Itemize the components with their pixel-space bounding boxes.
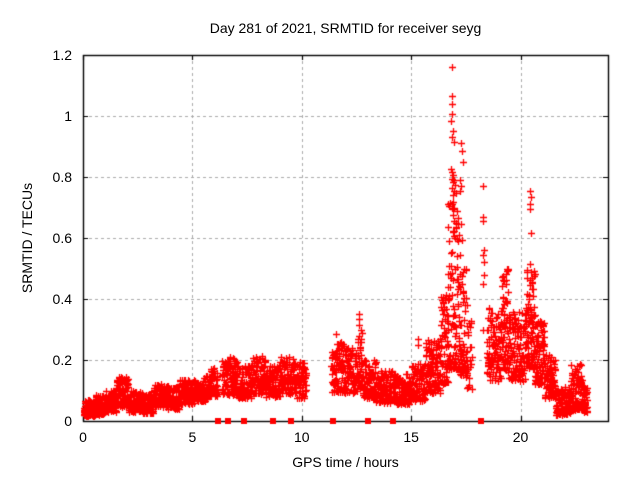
- chart-title: Day 281 of 2021, SRMTID for receiver sey…: [209, 20, 482, 36]
- y-tick-label: 1.2: [52, 47, 72, 63]
- y-tick-label: 0.2: [52, 352, 72, 368]
- x-axis-label: GPS time / hours: [292, 454, 399, 470]
- y-tick-label: 0.6: [52, 230, 72, 246]
- x-tick-label: 15: [403, 429, 419, 445]
- x-tick-label: 10: [293, 429, 310, 445]
- y-tick-label: 0.4: [52, 291, 72, 307]
- y-tick-label: 0: [64, 413, 72, 429]
- x-tick-label: 20: [512, 429, 529, 445]
- y-tick-label: 0.8: [52, 169, 72, 185]
- y-tick-label: 1: [64, 108, 72, 124]
- x-tick-label: 0: [79, 429, 87, 445]
- x-tick-label: 5: [188, 429, 197, 445]
